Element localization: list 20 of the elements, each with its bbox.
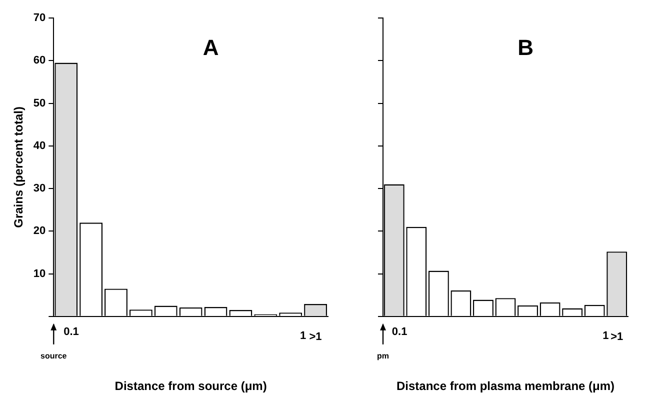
text: 0.1 bbox=[392, 326, 408, 338]
text: pm bbox=[377, 352, 389, 361]
y-tick-label: 30 bbox=[33, 182, 46, 195]
x-tick-label: >1 bbox=[309, 331, 322, 344]
text: 0.1 bbox=[64, 326, 79, 338]
text: B bbox=[518, 35, 534, 60]
x-axis-title: Distance from plasma membrane (μm) bbox=[396, 379, 615, 394]
y-tick-label: 60 bbox=[33, 54, 46, 67]
x-axis-title: Distance from source (μm) bbox=[114, 379, 267, 394]
y-tick-label: 50 bbox=[33, 97, 46, 110]
text: 1 bbox=[300, 330, 306, 342]
x-tick-label: >1 bbox=[610, 331, 624, 344]
y-axis-title: Grains (percent total) bbox=[12, 106, 26, 228]
y-tick-label: 20 bbox=[33, 225, 46, 238]
y-tick-label: 40 bbox=[33, 140, 46, 152]
text: 1 bbox=[602, 330, 609, 342]
text: source bbox=[40, 352, 68, 361]
text: A bbox=[202, 35, 219, 60]
y-tick-label: 70 bbox=[33, 12, 46, 24]
y-tick-label: 10 bbox=[33, 268, 46, 280]
